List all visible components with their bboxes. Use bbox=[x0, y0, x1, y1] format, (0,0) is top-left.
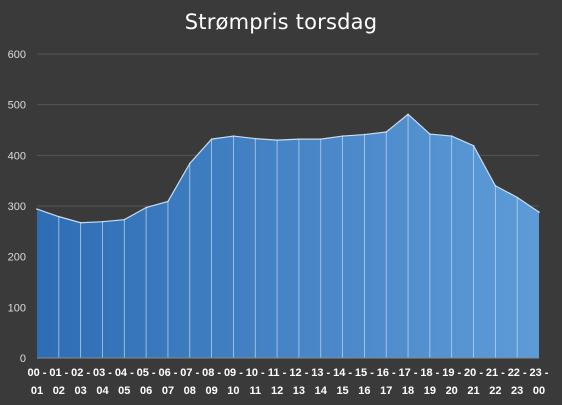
data-point bbox=[123, 218, 126, 221]
data-point bbox=[79, 221, 82, 224]
x-tick-label: 03 - bbox=[93, 367, 112, 379]
x-tick-label: 04 - bbox=[115, 367, 134, 379]
x-tick-label: 07 - bbox=[180, 367, 199, 379]
x-tick-label: 23 - bbox=[530, 367, 549, 379]
data-point bbox=[210, 138, 213, 140]
x-tick-label: 19 bbox=[424, 385, 436, 397]
data-point bbox=[341, 135, 344, 137]
data-point bbox=[472, 144, 475, 147]
x-tick-label: 21 bbox=[467, 385, 479, 397]
x-tick-label: 11 bbox=[249, 385, 261, 397]
data-point bbox=[429, 133, 431, 135]
x-tick-label: 18 bbox=[402, 385, 414, 397]
x-tick-label: 20 bbox=[446, 385, 458, 397]
x-tick-label: 03 bbox=[75, 385, 87, 397]
x-tick-label: 04 bbox=[96, 385, 109, 397]
data-point bbox=[58, 215, 60, 218]
data-point bbox=[101, 220, 104, 223]
x-tick-label: 05 - bbox=[137, 367, 156, 379]
y-tick-label: 100 bbox=[8, 302, 26, 314]
x-tick-label: 12 bbox=[271, 385, 283, 397]
data-point bbox=[276, 139, 278, 141]
x-tick-label: 09 bbox=[205, 385, 217, 397]
data-point bbox=[516, 196, 518, 199]
x-tick-label: 06 bbox=[140, 385, 152, 397]
x-tick-label: 10 bbox=[227, 385, 239, 397]
x-tick-label: 05 bbox=[118, 385, 130, 397]
data-point bbox=[450, 135, 453, 137]
x-tick-label: 22 bbox=[489, 385, 501, 397]
x-tick-label: 09 - bbox=[224, 367, 243, 379]
x-tick-label: 02 bbox=[53, 385, 65, 397]
area-series bbox=[36, 113, 540, 358]
x-tick-label: 01 bbox=[31, 385, 43, 397]
x-tick-label: 22 - bbox=[508, 367, 527, 379]
x-axis: 00 - 01 01 - 02 02 - 03 03 - 04 04 - 05 05 - 06 06 -… bbox=[28, 357, 549, 397]
y-tick-label: 400 bbox=[8, 150, 26, 162]
x-tick-label: 18 - bbox=[420, 367, 439, 379]
chart-title: Strømpris torsdag bbox=[184, 10, 378, 34]
x-tick-label: 15 - bbox=[355, 367, 374, 379]
x-tick-label: 07 bbox=[162, 385, 174, 397]
y-tick-label: 300 bbox=[8, 201, 26, 213]
data-point bbox=[538, 211, 540, 213]
x-tick-label: 12 - bbox=[289, 367, 308, 379]
x-tick-label: 16 bbox=[358, 385, 370, 397]
x-tick-label: 21 - bbox=[486, 367, 505, 379]
series-line bbox=[36, 113, 540, 224]
y-tick-label: 0 bbox=[20, 353, 26, 365]
data-point bbox=[188, 162, 191, 165]
y-tick-label: 500 bbox=[8, 100, 26, 112]
y-tick-label: 600 bbox=[8, 49, 26, 61]
y-tick-label: 200 bbox=[8, 252, 26, 264]
x-tick-label: 23 bbox=[511, 385, 523, 397]
data-point bbox=[298, 138, 300, 140]
data-point bbox=[167, 200, 169, 203]
data-point bbox=[494, 184, 497, 187]
x-tick-label: 08 - bbox=[202, 367, 221, 379]
data-point bbox=[385, 131, 388, 133]
x-tick-label: 02 - bbox=[71, 367, 90, 379]
data-point bbox=[145, 206, 147, 209]
data-point bbox=[254, 137, 257, 140]
x-tick-label: 00 - bbox=[28, 367, 47, 379]
x-tick-label: 10 - bbox=[246, 367, 265, 379]
x-tick-label: 14 - bbox=[333, 367, 352, 379]
x-tick-label: 17 - bbox=[399, 367, 418, 379]
x-tick-label: 17 bbox=[380, 385, 392, 397]
data-point bbox=[363, 133, 366, 136]
data-point bbox=[36, 208, 38, 210]
y-axis: 0 100 200 300 400 500 600 bbox=[8, 49, 26, 365]
area-fill bbox=[37, 114, 539, 358]
x-tick-label: 11 - bbox=[268, 367, 287, 379]
data-point bbox=[319, 138, 322, 140]
data-point bbox=[407, 113, 409, 116]
x-tick-label: 13 bbox=[293, 385, 305, 397]
x-tick-label: 01 - bbox=[49, 367, 68, 379]
x-tick-label: 19 - bbox=[442, 367, 461, 379]
x-tick-label: 20 - bbox=[464, 367, 483, 379]
x-tick-label: 16 - bbox=[377, 367, 396, 379]
data-point bbox=[232, 135, 235, 137]
x-tick-label: 13 - bbox=[311, 367, 330, 379]
x-tick-label: 00 bbox=[533, 385, 545, 397]
x-tick-label: 14 bbox=[315, 385, 328, 397]
x-tick-label: 08 bbox=[184, 385, 196, 397]
x-tick-label: 15 bbox=[336, 385, 348, 397]
x-tick-label: 06 - bbox=[158, 367, 177, 379]
